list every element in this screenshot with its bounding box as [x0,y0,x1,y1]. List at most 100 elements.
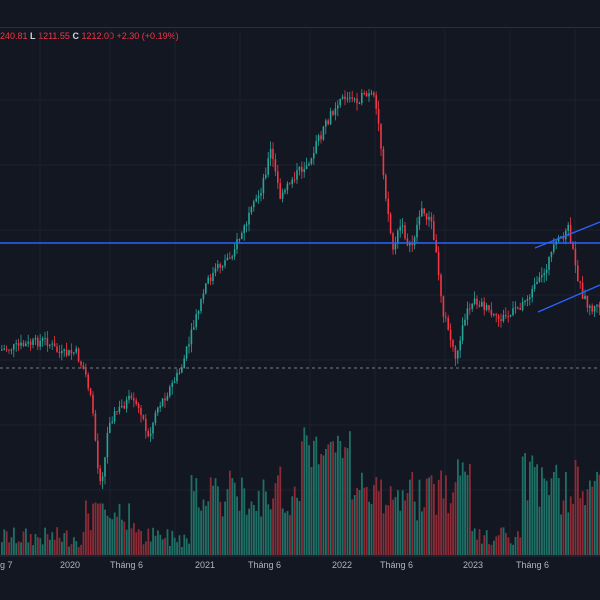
candle-body [269,148,272,159]
volume-bar [315,436,318,555]
x-axis-background [0,556,600,600]
volume-bar [425,478,428,555]
candle-body [274,159,277,172]
volume-bar [221,516,224,555]
volume-bar [233,482,236,555]
volume-bar [562,500,565,555]
candle-body [231,256,233,259]
candle-body [85,369,87,375]
candle-body [89,388,92,395]
candle-body [13,344,15,350]
candle-body [524,300,526,302]
volume-bar [20,542,22,555]
candle-body [349,97,351,99]
volume-bar [173,537,176,555]
volume-bar [195,478,198,555]
candle-body [22,342,25,346]
candle-body [15,343,17,345]
volume-bar [577,466,579,555]
x-axis: g 7 2020 Tháng 6 2021 Tháng 6 2022 Tháng 6 2023… [0,555,600,600]
volume-bar [197,507,200,555]
volume-bar [188,543,190,555]
candle-body [495,314,497,316]
candle-body [411,242,413,246]
candle-body [320,135,322,140]
volume-bar [3,529,6,555]
candle-body [548,257,550,270]
candle-body [589,305,591,308]
volume-bar [433,483,435,555]
volume-bar [212,485,214,555]
candle-body [389,213,392,234]
volume-bar [461,462,464,555]
volume-bar [591,486,594,555]
candle-body [272,148,274,160]
candle-body [358,103,361,105]
volume-bar [15,543,18,555]
volume-bar [22,531,25,555]
volume-bar [113,512,116,555]
candle-body [341,96,344,99]
candle-body [181,368,183,373]
volume-bar [217,486,219,555]
candle-body [452,340,454,347]
candle-body [428,216,430,220]
volume-bar [56,527,58,555]
volume-bar [579,498,582,555]
candle-body [262,177,265,194]
candle-body [37,338,39,347]
volume-bar [397,490,399,555]
volume-bar [363,487,366,555]
volume-bar [550,478,553,555]
volume-bar [279,466,282,555]
candle-body [111,421,113,423]
candle-body [430,216,433,222]
candle-body [70,350,73,354]
candle-body [353,98,356,100]
volume-bar [382,513,385,555]
volume-bar [476,539,478,555]
candle-body [125,399,128,409]
volume-bar [171,530,174,555]
volume-bar [509,543,512,555]
candle-body [53,343,56,347]
volume-bar [229,470,231,555]
volume-bar [332,441,334,555]
candle-body [298,167,301,171]
x-tick-label: 2021 [195,560,215,570]
candle-body [157,407,159,413]
volume-bar [488,544,490,555]
volume-bar [442,498,445,555]
volume-bar [159,534,162,555]
volume-bar [531,455,534,555]
volume-bar [152,527,154,555]
volume-bar [80,544,82,555]
candle-body [421,208,423,217]
candle-body [250,207,253,213]
candle-body [581,282,584,299]
volume-bar [176,542,178,555]
volume-bar [303,427,306,555]
ohlc-legend: 240.81 L 1211.55 C 1212.00 +2.30 (+0.19%… [0,31,179,41]
candle-body [123,405,125,409]
volume-bar [135,532,138,555]
candle-body [344,96,346,100]
candle-body [190,329,193,345]
candle-body [118,406,121,412]
candle-body [284,190,286,193]
candle-body [145,418,147,431]
volume-bar [365,486,368,555]
candle-body [557,237,560,242]
candle-body [356,98,358,104]
volume-bar [524,453,526,555]
candle-body [596,304,598,307]
candle-body [29,341,32,345]
candle-body [164,398,166,401]
volume-bar [377,491,380,555]
drawings[interactable] [0,221,600,369]
candle-body [538,277,541,282]
candle-body [339,98,341,106]
volume-bar [526,500,529,555]
